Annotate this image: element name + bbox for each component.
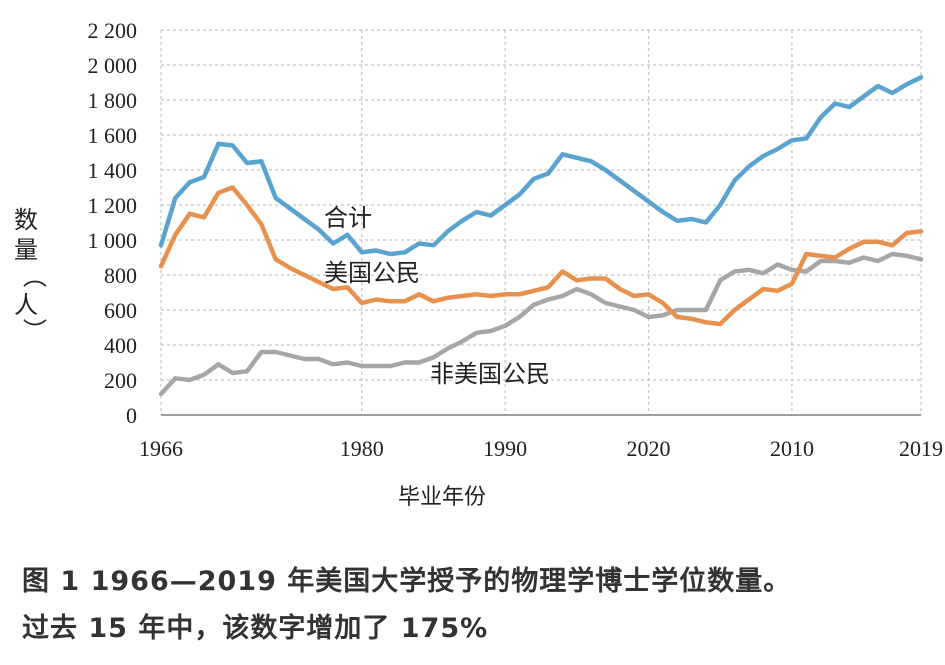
x-tick-label: 1990 bbox=[483, 436, 527, 461]
series-line-non-us-citizen bbox=[158, 251, 924, 397]
x-tick-label: 2010 bbox=[770, 436, 814, 461]
ylabel-paren-close: ） bbox=[20, 318, 48, 342]
ylabel-paren-open: （ bbox=[20, 264, 48, 288]
label-us-citizen: 美国公民 bbox=[324, 259, 420, 287]
x-tick-label: 2020 bbox=[627, 436, 671, 461]
caption-line-2: 过去 15 年中，该数字增加了 175% bbox=[22, 613, 489, 644]
label-total: 合计 bbox=[324, 204, 372, 232]
x-tick-label: 2019 bbox=[899, 436, 943, 461]
y-tick-label: 0 bbox=[126, 403, 137, 428]
caption-line-1: 图 1 1966—2019 年美国大学授予的物理学博士学位数量。 bbox=[22, 566, 792, 597]
x-axis-title: 毕业年份 bbox=[398, 485, 486, 510]
y-tick-label: 2 200 bbox=[88, 18, 138, 43]
y-axis-title: 数 量 （ 人 ） bbox=[14, 206, 48, 342]
y-tick-label: 200 bbox=[104, 368, 137, 393]
y-tick-label: 1 000 bbox=[88, 228, 138, 253]
y-tick-label: 600 bbox=[104, 298, 137, 323]
y-tick-label: 1 200 bbox=[88, 193, 138, 218]
series-line-total bbox=[158, 75, 924, 257]
ylabel-char-2: 量 bbox=[14, 236, 38, 264]
x-axis-ticks: 1966 1980 1990 2020 2010 2019 bbox=[139, 436, 943, 461]
series-line-us-citizen bbox=[158, 185, 924, 327]
y-tick-label: 1 600 bbox=[88, 123, 138, 148]
x-tick-label: 1980 bbox=[340, 436, 384, 461]
series-lines bbox=[158, 75, 924, 397]
grid-lines bbox=[160, 29, 922, 415]
y-tick-label: 400 bbox=[104, 333, 137, 358]
y-tick-label: 800 bbox=[104, 263, 137, 288]
y-axis-ticks: 2 200 2 000 1 800 1 600 1 400 1 200 1 000 800 60… bbox=[88, 18, 138, 428]
y-tick-label: 1 400 bbox=[88, 158, 138, 183]
x-tick-label: 1966 bbox=[139, 436, 183, 461]
ylabel-char-3: 人 bbox=[14, 291, 38, 319]
label-non-us-citizen: 非美国公民 bbox=[430, 360, 550, 388]
y-tick-label: 2 000 bbox=[88, 53, 138, 78]
ylabel-char-1: 数 bbox=[14, 206, 38, 234]
y-tick-label: 1 800 bbox=[88, 88, 138, 113]
